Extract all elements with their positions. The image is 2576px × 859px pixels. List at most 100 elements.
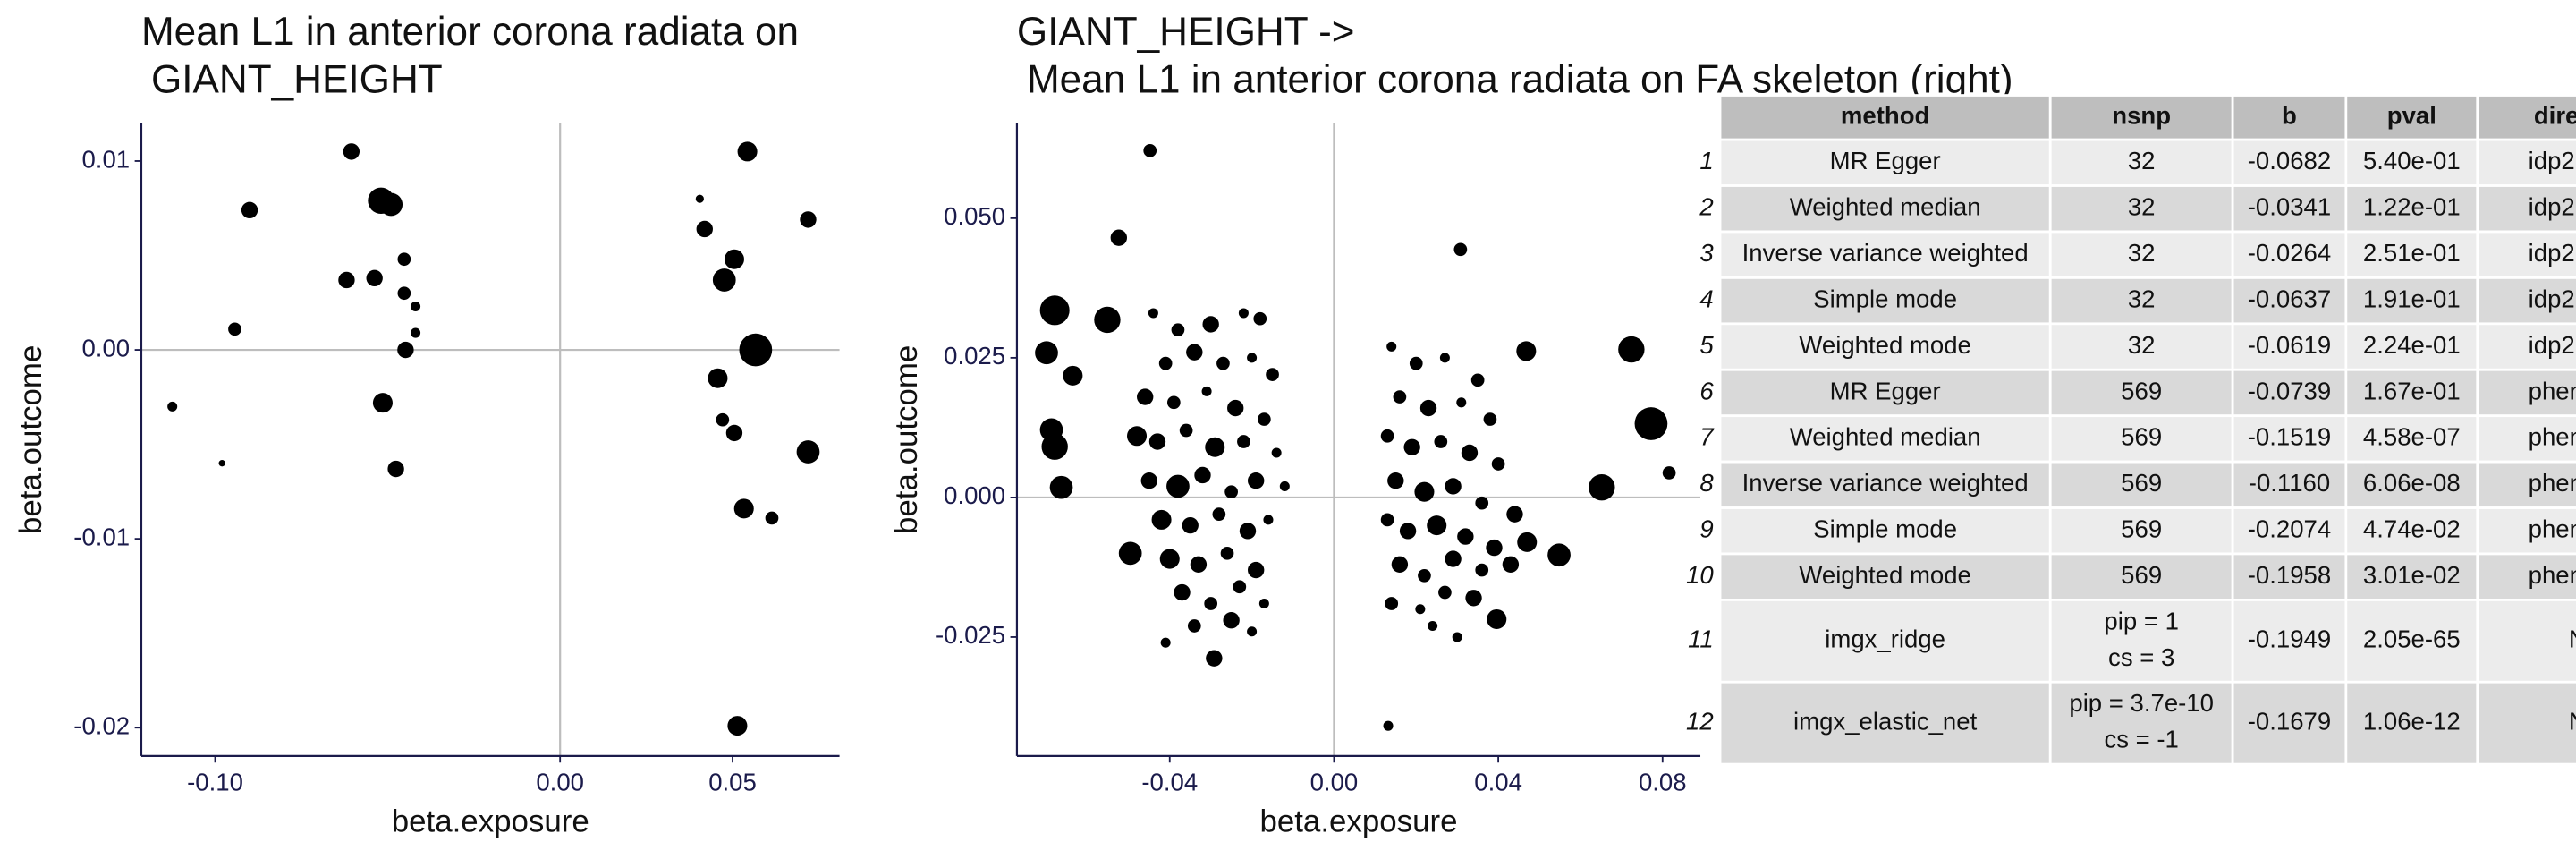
point (716, 412, 730, 427)
cell-text: idp2pheno (2529, 331, 2576, 359)
point (796, 440, 820, 464)
row-number: 10 (1686, 561, 1714, 589)
point (1204, 597, 1218, 610)
point (1662, 466, 1676, 480)
row-number: 4 (1699, 285, 1713, 312)
table-cell (1718, 184, 2052, 234)
point (1237, 435, 1250, 448)
point (800, 211, 817, 228)
point (1182, 516, 1199, 534)
table-cell (2048, 552, 2234, 601)
point (1547, 543, 1571, 567)
table-cell (2048, 368, 2234, 418)
point (1438, 585, 1452, 600)
table-cell (2476, 184, 2576, 234)
cell-text: pip = 1 (2104, 607, 2178, 634)
cell-text: pheno2idp (2529, 423, 2576, 451)
point (1201, 386, 1212, 396)
table-cell (2231, 414, 2348, 464)
y-tick-label: 0.025 (944, 342, 1005, 370)
point (1187, 619, 1201, 633)
table-cell (2231, 680, 2348, 766)
table-cell (2344, 184, 2479, 234)
point (1239, 523, 1257, 540)
point (387, 460, 404, 478)
y-axis-label: beta.outcome (889, 345, 924, 534)
table-cell (2344, 368, 2479, 418)
point (1258, 598, 1269, 609)
header-cell (2231, 94, 2348, 141)
point (1194, 466, 1211, 484)
point (1224, 485, 1238, 499)
y-tick-label: -0.025 (936, 621, 1005, 649)
table-cell (2476, 460, 2576, 509)
cell-text: -0.1160 (2249, 469, 2330, 497)
point (372, 393, 393, 413)
point (1266, 368, 1279, 381)
row-number: 12 (1686, 707, 1714, 735)
point (1063, 365, 1083, 386)
table-cell (1718, 599, 2052, 684)
point (1171, 323, 1185, 337)
point (1253, 311, 1267, 326)
cell-text: cs = -1 (2104, 726, 2178, 753)
cell-text: -0.1958 (2248, 561, 2331, 589)
point (1483, 412, 1497, 426)
point (1634, 407, 1668, 440)
table-cell (2476, 276, 2576, 326)
table-cell (2476, 599, 2576, 684)
cell-text: imgx_elastic_net (1793, 707, 1978, 735)
table-cell (2048, 230, 2234, 279)
y-tick-label: 0.01 (81, 145, 130, 173)
point (397, 252, 411, 267)
point (708, 368, 728, 388)
cell-text: 32 (2128, 193, 2156, 221)
point (1418, 568, 1431, 583)
cell-text: -0.1519 (2248, 423, 2331, 451)
cell-text: Simple mode (1813, 285, 1957, 312)
point (1223, 612, 1240, 629)
point (1143, 143, 1157, 157)
point (1445, 550, 1462, 567)
point (1039, 295, 1070, 326)
point (1393, 390, 1407, 404)
point (411, 327, 421, 338)
cell-text: idp2pheno (2529, 147, 2576, 174)
point (228, 322, 242, 336)
table-cell (2231, 230, 2348, 279)
point (1427, 515, 1447, 536)
point (1457, 528, 1474, 545)
cell-text: idp2pheno (2529, 285, 2576, 312)
y-tick-label: 0.050 (944, 202, 1005, 230)
table-cell (2476, 414, 2576, 464)
point (1414, 481, 1435, 502)
point (1035, 341, 1058, 365)
cell-text: 569 (2121, 377, 2162, 404)
table-cell (2231, 276, 2348, 326)
cell-text: Weighted median (1790, 193, 1981, 221)
cell-text: Weighted mode (1799, 561, 1970, 589)
cell-text: 32 (2128, 331, 2156, 359)
point (1247, 353, 1258, 363)
point (1110, 229, 1128, 246)
chart-title: GIANT_HEIGHT (151, 57, 443, 101)
point (343, 143, 360, 160)
cell-text: 2.05e-65 (2363, 625, 2461, 653)
point (1409, 356, 1423, 370)
point (1506, 506, 1523, 523)
cell-text: pheno2idp (2529, 515, 2576, 543)
point (1456, 397, 1467, 408)
table-cell (2231, 552, 2348, 601)
cell-text: 569 (2121, 515, 2162, 543)
point (1403, 438, 1420, 455)
point (1174, 583, 1191, 601)
cell-text: -0.0682 (2248, 147, 2331, 174)
point (1452, 632, 1462, 642)
cell-text: NA (2569, 625, 2576, 653)
point (696, 220, 713, 238)
point (727, 716, 748, 736)
point (1475, 563, 1489, 577)
point (1137, 388, 1154, 405)
row-number: 3 (1699, 239, 1714, 267)
cell-text: pheno2idp (2529, 469, 2576, 497)
